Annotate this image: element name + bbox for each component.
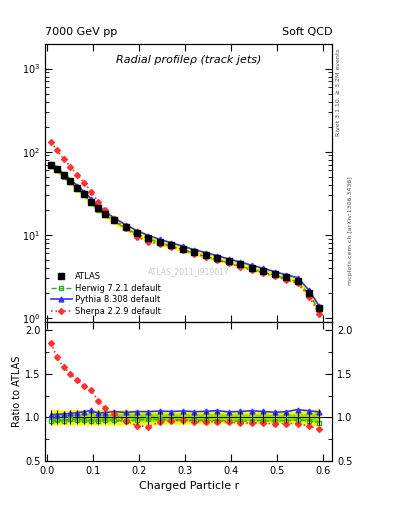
Text: 7000 GeV pp: 7000 GeV pp <box>45 27 118 36</box>
X-axis label: Charged Particle r: Charged Particle r <box>138 481 239 491</box>
Legend: ATLAS, Herwig 7.2.1 default, Pythia 8.308 default, Sherpa 2.2.9 default: ATLAS, Herwig 7.2.1 default, Pythia 8.30… <box>48 269 164 319</box>
Text: Soft QCD: Soft QCD <box>282 27 332 36</box>
Text: mcplots.cern.ch [arXiv:1306.3436]: mcplots.cern.ch [arXiv:1306.3436] <box>348 176 353 285</box>
Text: ATLAS_2011_I919017: ATLAS_2011_I919017 <box>148 267 230 276</box>
Text: Rivet 3.1.10, ≥ 3.2M events: Rivet 3.1.10, ≥ 3.2M events <box>336 48 341 136</box>
Y-axis label: Ratio to ATLAS: Ratio to ATLAS <box>12 355 22 427</box>
Text: Radial profileρ (track jets): Radial profileρ (track jets) <box>116 55 261 65</box>
